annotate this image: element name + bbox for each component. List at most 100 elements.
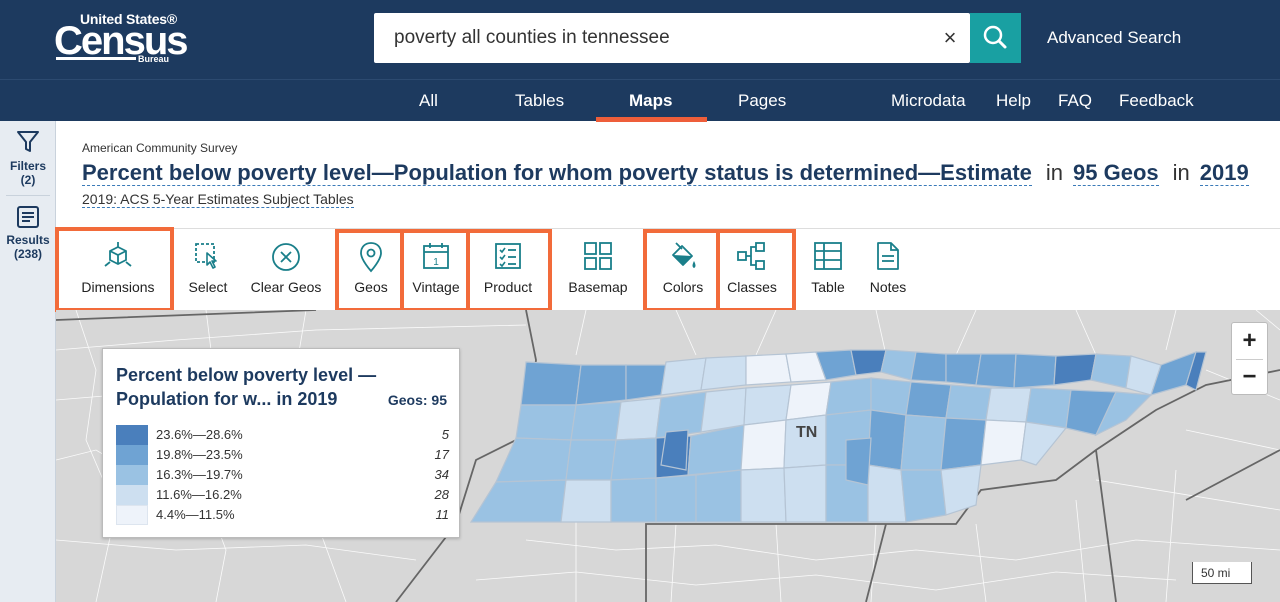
highlight-geos xyxy=(335,229,404,312)
legend-count: 17 xyxy=(434,447,449,462)
legend-range: 23.6%—28.6% xyxy=(156,427,243,442)
geos-button[interactable]: Geos xyxy=(342,229,400,309)
circle-x-icon xyxy=(272,243,300,271)
filter-icon xyxy=(17,131,39,152)
nav-faq[interactable]: FAQ xyxy=(1058,91,1093,110)
nav-microdata[interactable]: Microdata xyxy=(891,91,966,110)
clear-icon[interactable]: × xyxy=(943,25,957,50)
nav-maps[interactable]: Maps xyxy=(629,91,673,110)
nav-all[interactable]: All xyxy=(419,91,438,110)
legend-swatch xyxy=(116,505,148,525)
legend-range: 16.3%—19.7% xyxy=(156,467,243,482)
zoom-in-button[interactable]: + xyxy=(1242,327,1257,354)
search-button[interactable] xyxy=(970,13,1021,63)
state-label: TN xyxy=(796,424,818,441)
select-icon xyxy=(195,243,217,269)
legend-swatch xyxy=(116,485,148,505)
basemap-label: Basemap xyxy=(568,279,628,295)
results-button[interactable]: Results (238) xyxy=(0,205,56,261)
legend-count: 28 xyxy=(434,487,449,502)
legend-count: 34 xyxy=(434,467,449,482)
highlight-colors xyxy=(643,229,720,312)
legend-row: 19.8%—23.5% 17 xyxy=(116,445,449,465)
notes-button[interactable]: Notes xyxy=(860,229,916,309)
rail-divider xyxy=(6,195,50,196)
legend-count: 5 xyxy=(441,427,449,442)
highlight-product xyxy=(466,229,552,312)
colors-label: Colors xyxy=(662,279,704,295)
map-legend: Percent below poverty level —Population … xyxy=(102,348,460,538)
table-title[interactable]: Percent below poverty level—Population f… xyxy=(82,160,1032,186)
zoom-control: + − xyxy=(1231,322,1268,395)
basemap-button[interactable]: Basemap xyxy=(560,229,636,309)
colors-button[interactable]: Colors xyxy=(652,229,714,309)
legend-row: 23.6%—28.6% 5 xyxy=(116,425,449,445)
clear-geos-button[interactable]: Clear Geos xyxy=(246,229,326,309)
notes-label: Notes xyxy=(869,279,907,295)
nav-active-underline xyxy=(596,117,707,122)
geo-count-link[interactable]: 95 Geos xyxy=(1073,160,1159,186)
product-button[interactable]: Product xyxy=(472,229,544,309)
highlight-dimensions xyxy=(55,227,174,312)
choropleth-map[interactable]: TN Percent below poverty level —Populati… xyxy=(56,310,1280,602)
nav-help[interactable]: Help xyxy=(996,91,1031,110)
highlight-classes xyxy=(716,229,796,312)
nav-feedback[interactable]: Feedback xyxy=(1119,91,1194,110)
legend-count: 11 xyxy=(435,507,450,522)
map-toolbar: Dimensions Select Clear Geos Geos 1 V xyxy=(56,228,1280,310)
legend-swatch xyxy=(116,445,148,465)
dimensions-button[interactable]: Dimensions xyxy=(62,229,174,309)
logo-line1: United States® xyxy=(80,11,177,27)
logo-line3: Bureau xyxy=(138,54,170,64)
nav-bar: All Tables Maps Pages Microdata Help FAQ… xyxy=(0,79,1280,122)
table-label: Table xyxy=(811,279,845,295)
calendar-day: 1 xyxy=(433,257,439,268)
classes-button[interactable]: Classes xyxy=(720,229,784,309)
census-logo[interactable]: United States® Census Bureau xyxy=(54,10,188,66)
classes-label: Classes xyxy=(727,279,777,295)
calendar-icon: 1 xyxy=(423,243,449,269)
filters-button[interactable]: Filters (2) xyxy=(0,129,56,187)
clear-geos-label: Clear Geos xyxy=(250,279,322,295)
highlight-vintage xyxy=(400,229,470,312)
filters-label: Filters xyxy=(9,159,46,173)
map-canvas xyxy=(56,310,1280,602)
tennessee-counties xyxy=(469,349,1207,523)
results-label: Results xyxy=(6,233,50,247)
advanced-search-link[interactable]: Advanced Search xyxy=(1047,28,1182,47)
search-box: × xyxy=(374,13,970,63)
left-rail: Filters (2) Results (238) xyxy=(0,121,56,602)
table-subtitle[interactable]: 2019: ACS 5-Year Estimates Subject Table… xyxy=(82,191,354,208)
header-bar: United States® Census Bureau × Advanced … xyxy=(0,0,1280,79)
year-link[interactable]: 2019 xyxy=(1199,160,1249,186)
in-word: in xyxy=(1172,160,1190,185)
state-borders xyxy=(56,310,1280,602)
results-icon xyxy=(17,206,39,228)
table-icon xyxy=(814,242,842,270)
hierarchy-icon xyxy=(737,242,765,270)
cube-icon xyxy=(104,242,132,267)
legend-title: Percent below poverty level —Population … xyxy=(116,365,377,409)
zoom-divider xyxy=(1236,359,1263,360)
legend-range: 19.8%—23.5% xyxy=(156,447,243,462)
geos-label: Geos xyxy=(354,279,388,295)
vintage-label: Vintage xyxy=(412,279,460,295)
location-pin-icon xyxy=(360,242,382,273)
search-input[interactable] xyxy=(374,13,934,63)
select-label: Select xyxy=(188,279,228,295)
legend-row: 11.6%—16.2% 28 xyxy=(116,485,449,505)
survey-name: American Community Survey xyxy=(82,141,238,155)
nav-tables[interactable]: Tables xyxy=(515,91,565,110)
legend-range: 4.4%—11.5% xyxy=(156,507,235,522)
zoom-out-button[interactable]: − xyxy=(1242,363,1257,390)
vintage-button[interactable]: 1 Vintage xyxy=(406,229,466,309)
scale-bar: 50 mi xyxy=(1192,562,1252,584)
legend-range: 11.6%—16.2% xyxy=(156,487,242,502)
table-button[interactable]: Table xyxy=(800,229,856,309)
in-word: in xyxy=(1045,160,1064,185)
logo-bar xyxy=(56,57,136,60)
document-icon xyxy=(877,242,899,270)
nav-pages[interactable]: Pages xyxy=(738,91,787,110)
checklist-icon xyxy=(495,243,521,269)
select-button[interactable]: Select xyxy=(180,229,236,309)
